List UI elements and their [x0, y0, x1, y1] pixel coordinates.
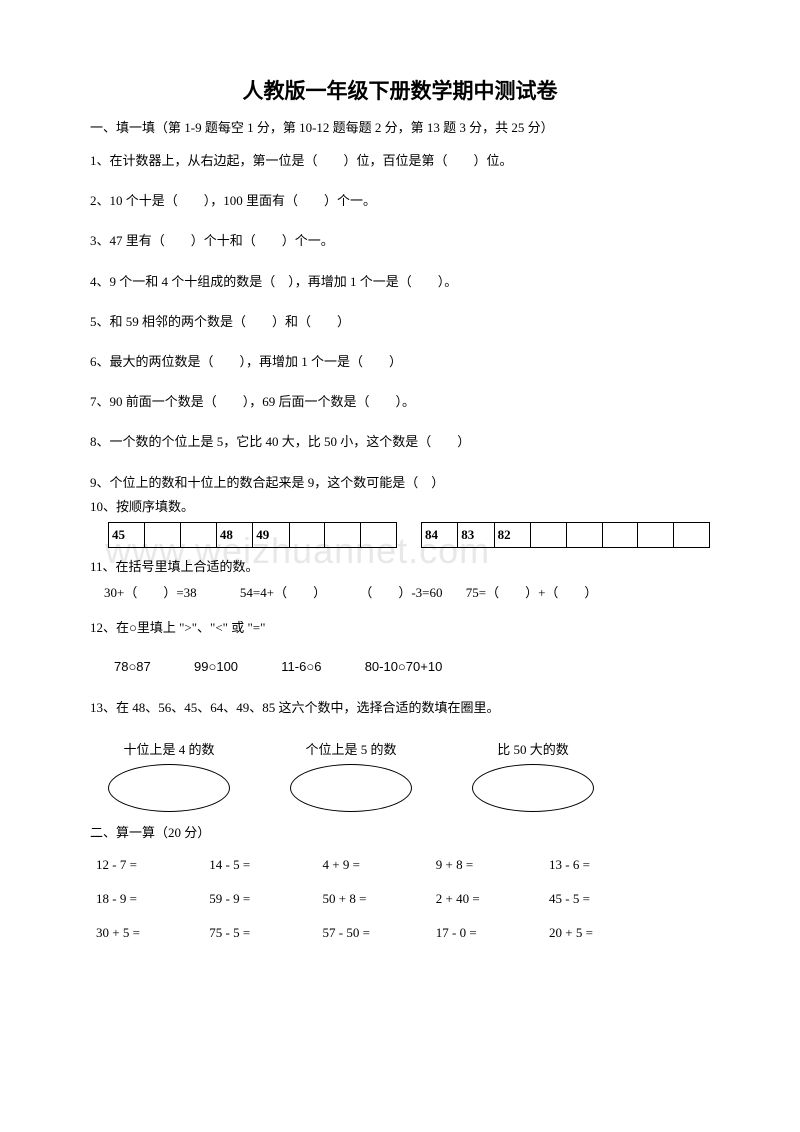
calc-item: 13 - 6 = — [549, 857, 659, 873]
calc-item: 4 + 9 = — [323, 857, 433, 873]
table-cell — [530, 522, 566, 547]
q11-item: 54=4+（ ） — [240, 582, 326, 601]
table-cell: 83 — [458, 522, 494, 547]
table-cell — [181, 522, 217, 547]
answer-oval — [472, 764, 594, 812]
section-1-instructions: 一、填一填（第 1-9 题每空 1 分，第 10-12 题每题 2 分，第 13… — [90, 117, 710, 136]
sequence-table-2: 84 83 82 — [421, 522, 710, 548]
question-12-label: 12、在○里填上 ">"、"<" 或 "=" — [90, 619, 710, 637]
question-7: 7、90 前面一个数是（ ），69 后面一个数是（ ）。 — [90, 393, 710, 411]
q11-item: 30+（ ）=38 — [104, 582, 197, 601]
calc-item: 50 + 8 = — [323, 891, 433, 907]
answer-oval — [108, 764, 230, 812]
table-cell — [638, 522, 674, 547]
calc-row-3: 30 + 5 = 75 - 5 = 57 - 50 = 17 - 0 = 20 … — [96, 925, 710, 941]
question-11-items: 30+（ ）=38 54=4+（ ） （ ）-3=60 75=（ ）+（ ） — [104, 582, 710, 601]
table-cell — [602, 522, 638, 547]
question-11-label: 11、在括号里填上合适的数。 — [90, 558, 710, 576]
calc-item: 20 + 5 = — [549, 925, 659, 941]
circle-label: 比 50 大的数 — [472, 739, 594, 758]
question-1: 1、在计数器上，从右边起，第一位是（ ）位，百位是第（ ）位。 — [90, 152, 710, 170]
calc-row-1: 12 - 7 = 14 - 5 = 4 + 9 = 9 + 8 = 13 - 6… — [96, 857, 710, 873]
table-cell — [674, 522, 710, 547]
calc-item: 12 - 7 = — [96, 857, 206, 873]
calc-item: 59 - 9 = — [209, 891, 319, 907]
question-9: 9、个位上的数和十位上的数合起来是 9，这个数可能是（ ） — [90, 474, 710, 492]
q12-item: 80-10○70+10 — [365, 659, 443, 674]
section-2-heading: 二、算一算（20 分） — [90, 824, 710, 842]
circle-label: 个位上是 5 的数 — [290, 739, 412, 758]
calc-item: 45 - 5 = — [549, 891, 659, 907]
table-cell — [289, 522, 325, 547]
table-cell — [325, 522, 361, 547]
calc-item: 17 - 0 = — [436, 925, 546, 941]
table-cell: 45 — [109, 522, 145, 547]
question-13: 13、在 48、56、45、64、49、85 这六个数中，选择合适的数填在圈里。 — [90, 699, 710, 717]
question-10: 10、按顺序填数。 — [90, 498, 710, 516]
question-8: 8、一个数的个位上是 5，它比 40 大，比 50 小，这个数是（ ） — [90, 433, 710, 451]
sequence-table-1: 45 48 49 — [108, 522, 397, 548]
question-3: 3、47 里有（ ）个十和（ ）个一。 — [90, 232, 710, 250]
circle-block-3: 比 50 大的数 — [472, 739, 594, 812]
q11-item: 75=（ ）+（ ） — [466, 582, 598, 601]
calc-item: 57 - 50 = — [323, 925, 433, 941]
calc-item: 9 + 8 = — [436, 857, 546, 873]
question-2: 2、10 个十是（ ），100 里面有（ ）个一。 — [90, 192, 710, 210]
question-6: 6、最大的两位数是（ ），再增加 1 个一是（ ） — [90, 353, 710, 371]
table-cell: 48 — [216, 522, 252, 547]
q12-item: 78○87 — [114, 659, 151, 674]
question-5: 5、和 59 相邻的两个数是（ ）和（ ） — [90, 313, 710, 331]
circle-block-2: 个位上是 5 的数 — [290, 739, 412, 812]
table-cell — [361, 522, 397, 547]
circle-label: 十位上是 4 的数 — [108, 739, 230, 758]
table-cell: 49 — [253, 522, 289, 547]
answer-oval — [290, 764, 412, 812]
question-4: 4、9 个一和 4 个十组成的数是（ ），再增加 1 个一是（ ）。 — [90, 273, 710, 291]
q12-item: 11-6○6 — [281, 659, 321, 674]
calc-item: 30 + 5 = — [96, 925, 206, 941]
circle-block-1: 十位上是 4 的数 — [108, 739, 230, 812]
sequence-tables: 45 48 49 84 83 82 — [108, 522, 710, 548]
question-12-items: 78○87 99○100 11-6○6 80-10○70+10 — [114, 659, 710, 675]
calc-item: 2 + 40 = — [436, 891, 546, 907]
calc-item: 75 - 5 = — [209, 925, 319, 941]
table-cell — [566, 522, 602, 547]
calc-item: 18 - 9 = — [96, 891, 206, 907]
calc-item: 14 - 5 = — [209, 857, 319, 873]
circle-row: 十位上是 4 的数 个位上是 5 的数 比 50 大的数 — [108, 739, 710, 812]
table-cell — [145, 522, 181, 547]
table-cell: 84 — [422, 522, 458, 547]
exam-title: 人教版一年级下册数学期中测试卷 — [90, 75, 710, 105]
table-cell: 82 — [494, 522, 530, 547]
q12-item: 99○100 — [194, 659, 238, 674]
q11-item: （ ）-3=60 — [359, 582, 442, 601]
calc-row-2: 18 - 9 = 59 - 9 = 50 + 8 = 2 + 40 = 45 -… — [96, 891, 710, 907]
